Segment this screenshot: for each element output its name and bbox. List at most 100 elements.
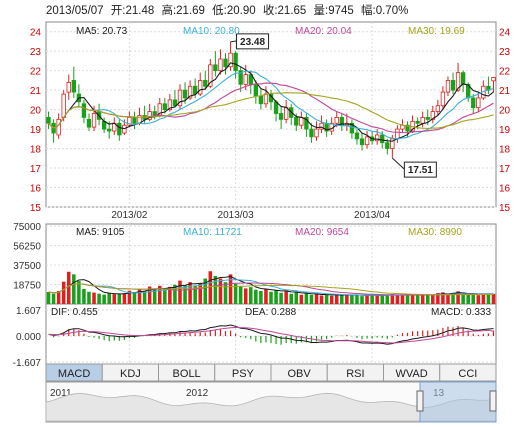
candle-body xyxy=(375,134,380,142)
volume-bar xyxy=(309,294,314,304)
volume-bar xyxy=(56,291,61,304)
volume-bar xyxy=(431,294,435,304)
volume-bar xyxy=(299,294,304,304)
volume-bar xyxy=(380,295,385,304)
volume-bar xyxy=(259,291,263,304)
price-legend-ma5: MA5: 20.73 xyxy=(76,26,128,37)
macd-legend-macd-sep: : xyxy=(460,307,466,318)
candle-body xyxy=(334,117,339,124)
candle-body xyxy=(198,80,203,95)
volume-bar xyxy=(461,294,465,304)
volume-bar xyxy=(436,293,440,304)
price-tick-right: 16 xyxy=(499,184,511,195)
volume-bar xyxy=(264,288,268,304)
volume-legend-ma30-label: MA30 xyxy=(408,227,435,238)
candle-body xyxy=(86,118,92,128)
volume-legend: MA5: 9105 MA10: 11721 MA20: 9654 MA30: 8… xyxy=(76,227,462,238)
volume-bar xyxy=(294,292,299,304)
price-tick-left: 15 xyxy=(30,203,42,214)
candle-body xyxy=(450,80,456,91)
volume-bar xyxy=(243,288,248,304)
volume-bar xyxy=(365,295,369,304)
candle-body xyxy=(304,117,309,130)
volume-bar xyxy=(441,292,445,304)
volume-legend-ma20-value: 9654 xyxy=(327,227,350,238)
high-sep: : xyxy=(173,5,176,17)
tab-label-cci[interactable]: CCI xyxy=(458,368,477,380)
candle-body xyxy=(218,58,223,72)
price-tick-left: 21 xyxy=(30,86,42,97)
candle-body xyxy=(127,117,132,126)
candle-body xyxy=(91,113,97,128)
tab-label-psy[interactable]: PSY xyxy=(232,368,255,380)
dif-line xyxy=(48,324,494,345)
tab-label-boll[interactable]: BOLL xyxy=(173,368,201,380)
price-tick-left: 17 xyxy=(30,164,42,175)
macd-legend-dea-value: 0.288 xyxy=(271,307,296,318)
candle-body xyxy=(380,134,385,144)
volume-bar xyxy=(72,274,76,304)
candle-body xyxy=(233,52,238,72)
price-legend-ma5-sep: : xyxy=(97,26,103,37)
tab-cci[interactable] xyxy=(439,363,497,382)
tab-label-wvad[interactable]: WVAD xyxy=(396,368,428,380)
navigator-right-handle[interactable] xyxy=(489,390,497,412)
annotation-label: 23.48 xyxy=(240,37,265,48)
candle-body xyxy=(395,128,400,140)
candle-body xyxy=(319,122,324,130)
volume-bar xyxy=(385,294,390,304)
volume-bar xyxy=(319,295,324,304)
price-tick-left: 24 xyxy=(30,28,42,39)
macd-legend-dea-label: DEA xyxy=(245,307,266,318)
volume-legend-ma30-value: 8990 xyxy=(440,227,463,238)
annotation-leader xyxy=(230,40,237,43)
volume-bar xyxy=(163,289,167,304)
tab-label-obv[interactable]: OBV xyxy=(288,368,312,380)
candle-body xyxy=(66,81,71,93)
price-legend-ma10-label: MA10 xyxy=(183,26,210,37)
candle-body xyxy=(354,132,360,140)
volume-tick: 18750 xyxy=(13,281,41,292)
volume-bar xyxy=(284,291,288,304)
price-tick-right: 18 xyxy=(499,145,511,156)
tab-label-macd[interactable]: MACD xyxy=(58,368,90,380)
volume-bar xyxy=(51,293,56,304)
macd-legend-dif-value: 0.455 xyxy=(73,307,98,318)
change-label: 幅 xyxy=(361,4,373,17)
candle-body xyxy=(415,120,420,124)
candle-body xyxy=(81,103,87,118)
volume-bar xyxy=(410,295,415,304)
open-label: 开 xyxy=(111,5,123,17)
volume-legend-ma30-sep: : xyxy=(434,227,440,238)
volume-bar xyxy=(481,294,486,304)
high-label: 高 xyxy=(161,3,173,17)
navigator-left-handle[interactable] xyxy=(416,390,424,412)
macd-tick: -1.607 xyxy=(13,358,42,369)
candle-body xyxy=(213,64,218,72)
volume-legend-ma10-value: 11721 xyxy=(215,227,243,238)
candle-body xyxy=(167,99,173,111)
tab-label-rsi[interactable]: RSI xyxy=(346,368,364,380)
volume-bar xyxy=(415,294,420,304)
volume-bar xyxy=(132,292,137,304)
volume-bar xyxy=(97,293,101,304)
volume-bar xyxy=(491,293,496,304)
volume-bar xyxy=(350,295,354,304)
volume-bar xyxy=(456,291,460,304)
volume-bar xyxy=(238,286,243,304)
macd-tick: 1.607 xyxy=(16,306,41,317)
marks-layer xyxy=(46,33,496,345)
macd-legend-macd: MACD: 0.333 xyxy=(431,307,491,318)
volume-value: 9745 xyxy=(328,5,354,17)
volume-bar xyxy=(157,285,162,304)
volume-ma-line xyxy=(48,283,494,296)
indicator-tabs: MACD KDJ BOLL PSY OBV RSI WVAD CCI xyxy=(45,363,497,382)
candle-body xyxy=(466,83,471,99)
candle-body xyxy=(223,58,228,68)
volume-tick: 75000 xyxy=(13,222,41,233)
volume-bar xyxy=(289,293,293,304)
volume-bar xyxy=(183,285,187,304)
tab-label-kdj[interactable]: KDJ xyxy=(120,368,141,380)
close-value: 21.65 xyxy=(278,5,307,17)
candle-body xyxy=(339,117,344,126)
